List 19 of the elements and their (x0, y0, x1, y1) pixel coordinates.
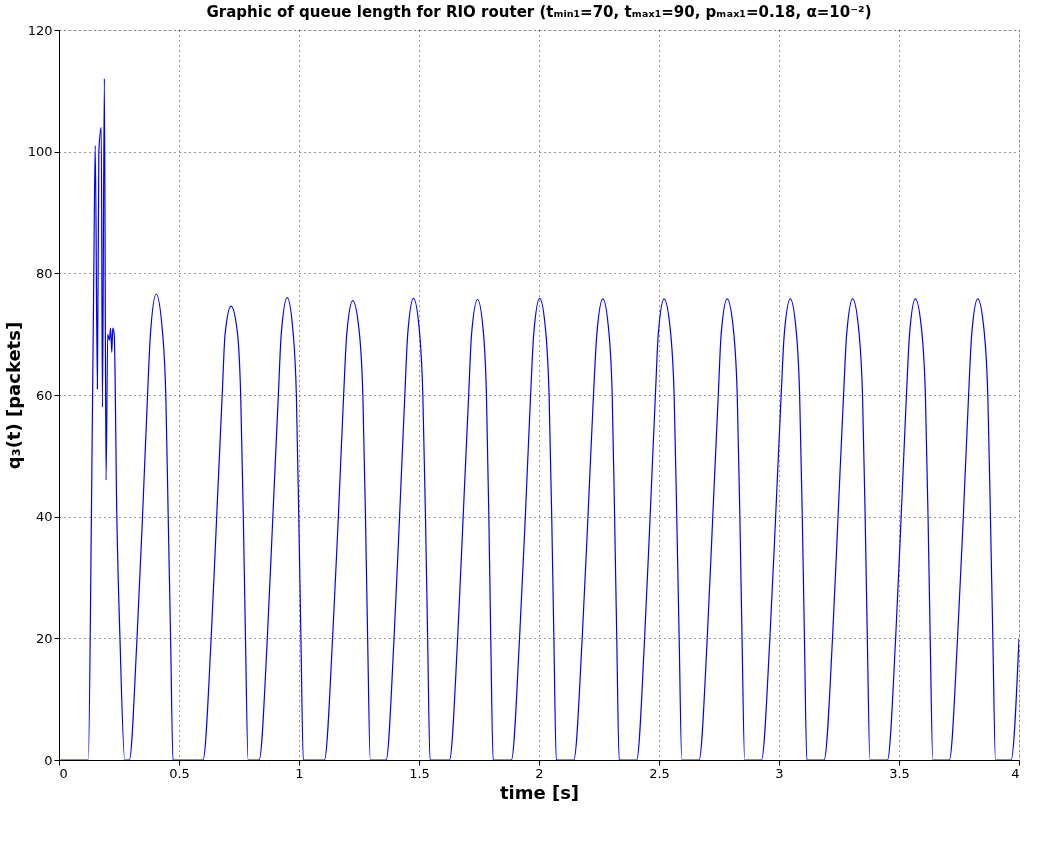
y-tick-label: 80 (35, 265, 53, 281)
x-tick-label: 0.5 (169, 765, 190, 781)
x-tick-label: 1.5 (409, 765, 430, 781)
y-tick-label: 20 (35, 630, 53, 646)
x-axis-title: time [s] (499, 781, 580, 803)
x-tick-label: 3 (775, 765, 784, 781)
x-tick-label: 4 (1011, 765, 1020, 781)
x-tick-label: 2.5 (649, 765, 670, 781)
y-tick-label: 100 (27, 144, 53, 160)
y-axis-title: q₃(t) [packets] (2, 321, 24, 470)
y-tick-label: 60 (35, 387, 53, 403)
x-tick-label: 3.5 (889, 765, 910, 781)
x-tick-label: 1 (295, 765, 304, 781)
chart-title: Graphic of queue length for RIO router (tₘᵢₙ₁=70, tₘₐₓ₁=90, pₘₐₓ₁=0.18, α=10⁻²) (206, 3, 872, 21)
x-tick-label: 0 (59, 765, 68, 781)
y-tick-label: 0 (44, 752, 53, 768)
y-tick-label: 40 (35, 509, 53, 525)
y-tick-label: 120 (27, 22, 53, 38)
x-tick-label: 2 (535, 765, 544, 781)
